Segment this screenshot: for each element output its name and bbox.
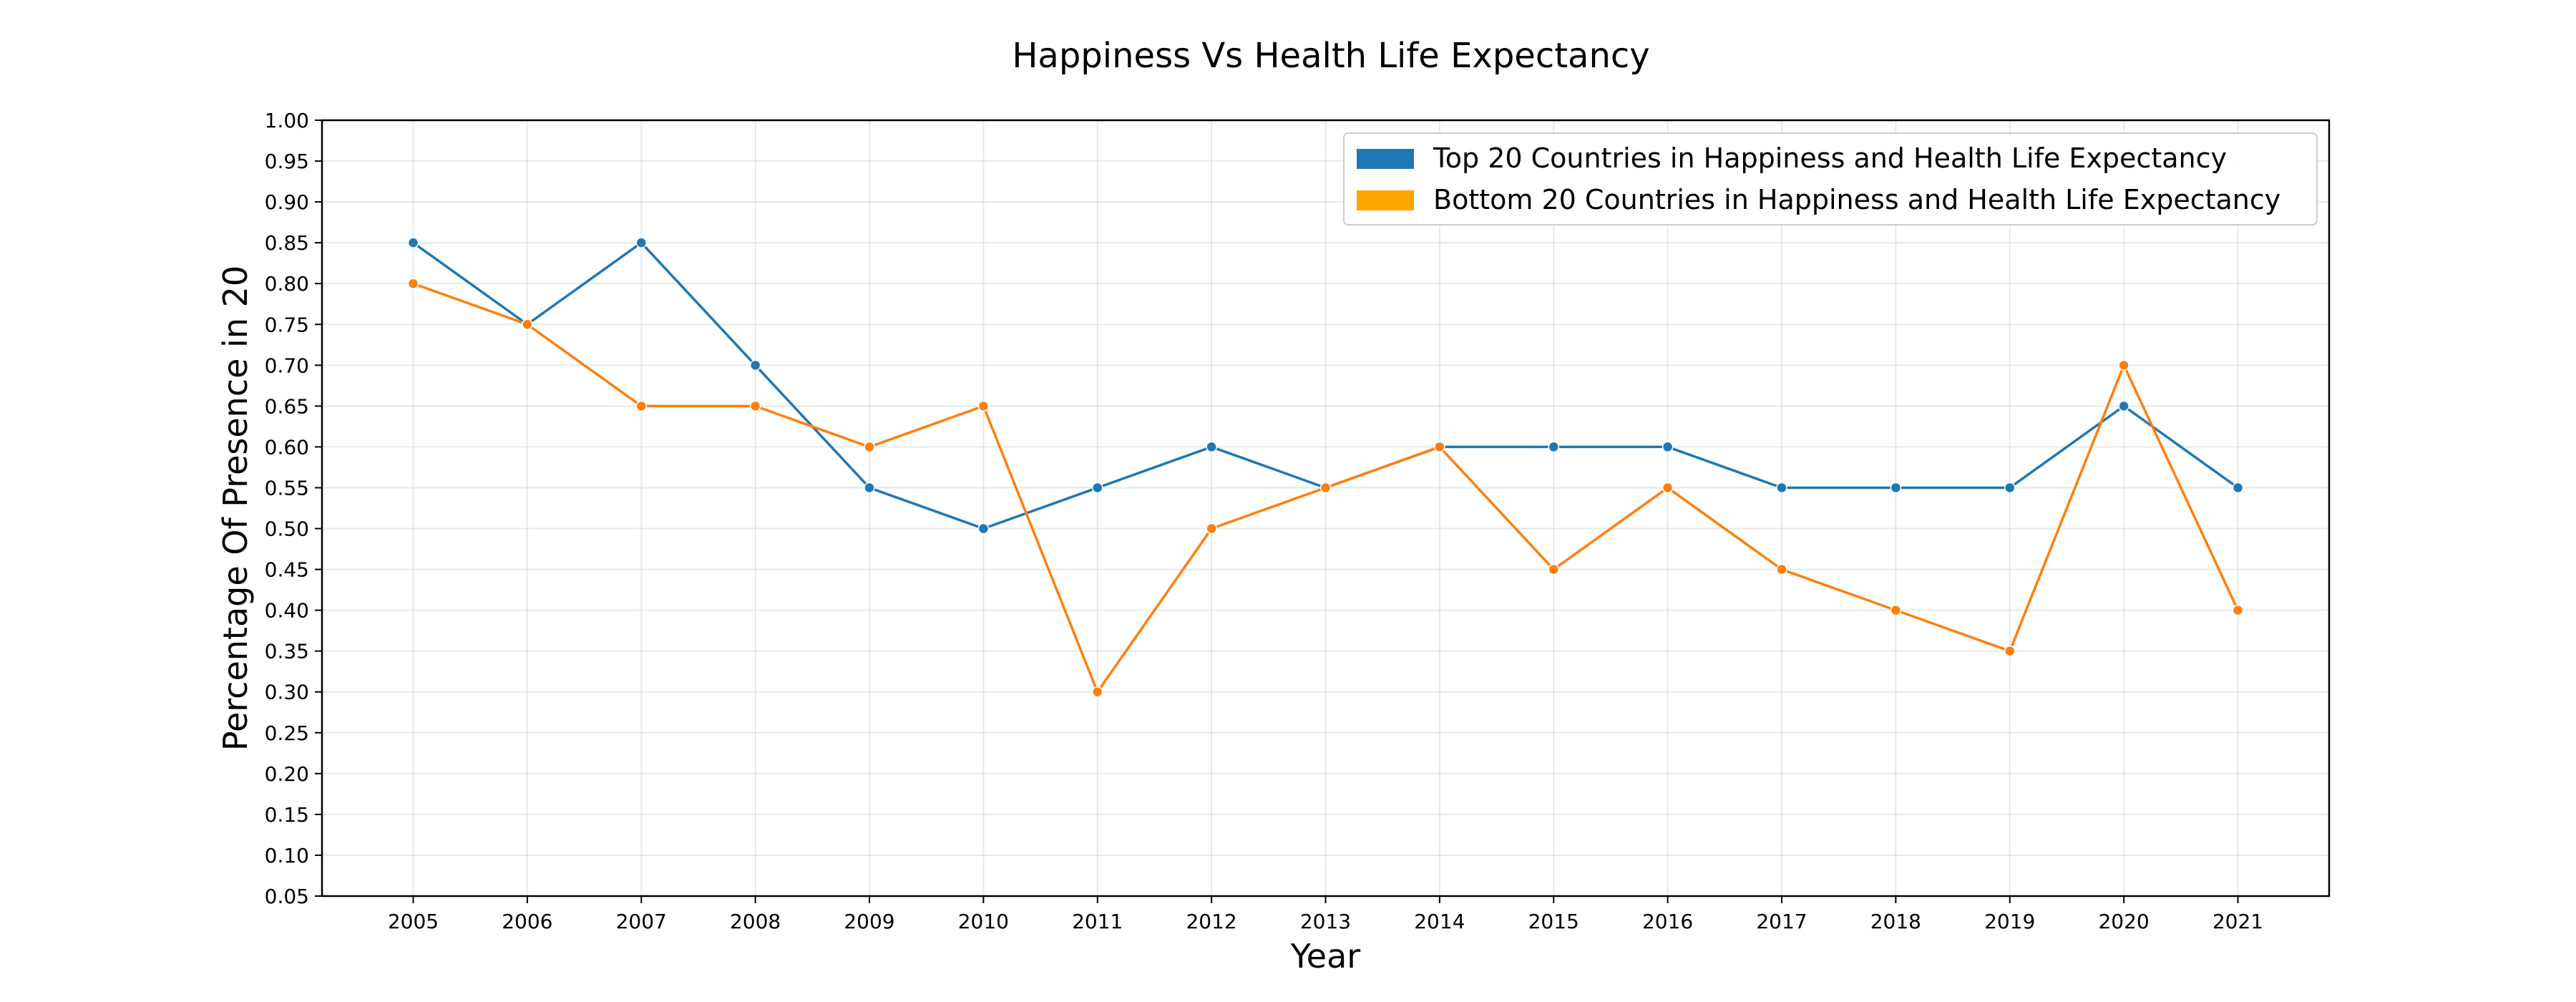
data-point-1: [1206, 522, 1217, 535]
data-point-1: [1319, 482, 1332, 494]
x-tick-label: 2021: [2212, 910, 2263, 933]
y-tick-label: 0.20: [265, 762, 309, 786]
x-tick-label: 2007: [616, 910, 667, 933]
data-point-1: [1548, 563, 1559, 575]
data-point-0: [1092, 482, 1103, 494]
data-point-1: [1776, 563, 1787, 575]
data-point-0: [635, 237, 647, 248]
y-tick-label: 0.30: [265, 681, 309, 704]
data-point-0: [864, 482, 875, 494]
x-tick-label: 2008: [730, 910, 781, 933]
y-tick-label: 0.90: [265, 190, 309, 214]
legend: Top 20 Countries in Happiness and Health…: [1343, 132, 2318, 225]
x-tick-label: 2013: [1300, 910, 1351, 933]
y-tick-label: 0.35: [265, 640, 309, 663]
legend-label-bottom-20: Bottom 20 Countries in Happiness and Hea…: [1433, 184, 2280, 215]
data-point-0: [977, 522, 990, 535]
data-point-0: [1548, 441, 1559, 453]
y-tick-label: 0.10: [265, 844, 309, 867]
data-point-1: [1434, 441, 1445, 453]
y-tick-label: 0.65: [265, 394, 309, 418]
chart-title: Happiness Vs Health Life Expectancy: [1012, 36, 1649, 76]
x-tick-label: 2015: [1528, 910, 1579, 933]
y-axis-ticks: 0.05 0.10 0.15 0.20 0.25 0.30 0.35 0.40 0.45 0.50…: [265, 109, 322, 908]
legend-swatch-top-20: [1357, 149, 1414, 169]
data-point-1: [749, 400, 761, 412]
data-point-1: [2118, 359, 2129, 371]
data-point-0: [2118, 400, 2129, 412]
x-tick-label: 2006: [502, 910, 552, 933]
y-tick-label: 0.50: [265, 517, 309, 541]
y-tick-label: 0.40: [265, 599, 309, 623]
data-point-1: [407, 278, 419, 289]
x-tick-label: 2012: [1186, 910, 1236, 933]
data-point-0: [1776, 482, 1787, 494]
data-point-1: [2232, 604, 2244, 616]
y-tick-label: 1.00: [265, 109, 309, 132]
y-tick-label: 0.80: [265, 272, 309, 296]
series-lines: [407, 237, 2244, 698]
y-tick-label: 0.05: [265, 885, 309, 908]
data-point-1: [522, 318, 533, 331]
y-tick-label: 0.25: [265, 721, 309, 745]
data-point-1: [1662, 482, 1674, 494]
x-axis-label: Year: [1290, 937, 1360, 976]
x-tick-label: 2017: [1756, 910, 1807, 933]
y-axis-label: Percentage Of Presence in 20: [216, 266, 255, 751]
data-point-1: [864, 441, 875, 453]
x-tick-label: 2011: [1072, 910, 1123, 933]
y-tick-label: 0.70: [265, 354, 309, 377]
grid: [322, 120, 2329, 897]
data-point-0: [749, 359, 761, 371]
x-tick-label: 2020: [2098, 910, 2149, 933]
x-tick-label: 2005: [388, 910, 439, 933]
x-tick-label: 2014: [1414, 910, 1465, 933]
y-tick-label: 0.15: [265, 803, 309, 827]
x-tick-label: 2010: [958, 910, 1009, 933]
y-tick-label: 0.85: [265, 231, 309, 255]
x-tick-label: 2016: [1642, 910, 1693, 933]
y-tick-label: 0.55: [265, 476, 309, 500]
data-point-0: [1890, 482, 1902, 494]
data-point-0: [407, 237, 419, 248]
x-tick-label: 2009: [844, 910, 894, 933]
x-axis-ticks: 2005 2006 2007 2008 2009 2010 2011 2012 2013 2014…: [388, 896, 2263, 933]
y-tick-label: 0.75: [265, 313, 309, 336]
legend-swatch-bottom-20: [1357, 190, 1414, 210]
y-tick-label: 0.45: [265, 558, 309, 582]
data-point-1: [1890, 604, 1902, 616]
data-point-0: [2004, 482, 2016, 494]
x-tick-label: 2018: [1870, 910, 1921, 933]
data-point-1: [635, 400, 647, 412]
data-point-1: [2004, 645, 2016, 657]
data-point-1: [1092, 686, 1103, 698]
y-tick-label: 0.95: [265, 150, 309, 173]
data-point-1: [977, 400, 990, 412]
data-point-0: [1206, 441, 1217, 453]
data-point-0: [1662, 441, 1674, 453]
x-tick-label: 2019: [1984, 910, 2035, 933]
legend-box: [1343, 132, 2318, 225]
data-point-0: [2232, 482, 2244, 494]
y-tick-label: 0.60: [265, 435, 309, 459]
legend-label-top-20: Top 20 Countries in Happiness and Health…: [1433, 142, 2227, 174]
